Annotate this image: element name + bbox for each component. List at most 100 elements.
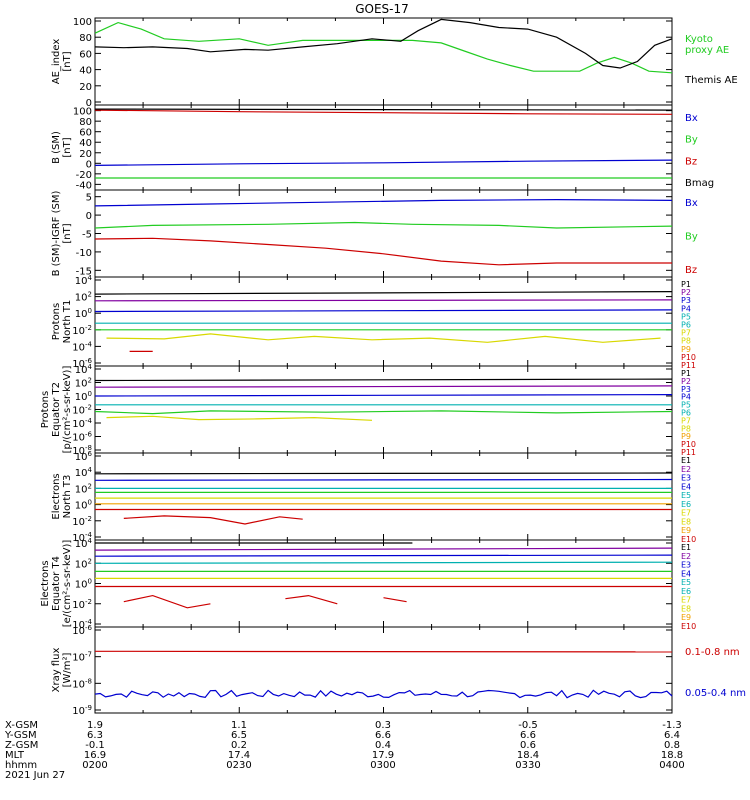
y-tick-label: 10-6 (72, 431, 92, 444)
y-axis-label: ProtonsNorth T1 (51, 300, 73, 344)
channel-label: P11 (681, 361, 696, 370)
x-row-value: 16.9 (84, 750, 106, 761)
y-tick-label: 10-7 (72, 651, 92, 664)
date-label: 2021 Jun 27 (5, 770, 65, 781)
channel-label: E9 (681, 613, 691, 622)
x-row-name: hhmm (5, 760, 37, 771)
y-axis-label-line: North T3 (62, 475, 73, 519)
x-row-value: 0200 (82, 760, 107, 771)
y-axis-label-line: [e/(cm²-s-sr-keV)] (62, 540, 73, 628)
y-tick-label: -10 (76, 248, 92, 259)
y-axis-label-line: B (SM)-IGRF (SM) (51, 191, 62, 277)
series-line-e3 (94, 478, 673, 481)
y-tick-label: 106 (75, 450, 93, 463)
x-row-value: 0.2 (231, 740, 247, 751)
y-axis-label-line: Equator T2 (51, 382, 62, 437)
x-row-value: 6.4 (664, 730, 680, 741)
y-tick-label: 100 (75, 578, 92, 591)
y-tick-label: 10-8 (72, 677, 92, 690)
y-axis-label-line: [nT] (62, 223, 73, 243)
channel-label: E1 (681, 456, 691, 465)
y-axis-label-line: [nT] (62, 137, 73, 157)
channel-label: P6 (681, 409, 691, 418)
y-axis-label-line: [p/(cm²-s-sr-keV)] (62, 366, 73, 454)
y-tick-label: 100 (75, 499, 92, 512)
y-tick-label: 10-2 (72, 598, 92, 611)
legend-label: Themis AE (684, 75, 738, 86)
x-row-value: 1.9 (87, 720, 103, 731)
y-axis-label-line: Electrons (51, 473, 62, 519)
x-row-value: 17.4 (228, 750, 250, 761)
channel-label: P1 (681, 369, 691, 378)
x-row-value: 0.3 (375, 720, 391, 731)
y-tick-label: -40 (76, 180, 92, 191)
y-axis-label: AE_index[nT] (51, 39, 73, 85)
y-axis-label-line: Equator T4 (51, 556, 62, 611)
panel-frame (94, 104, 673, 191)
x-row-value: 17.9 (372, 750, 394, 761)
y-tick-label: 104 (75, 363, 93, 376)
y-axis-label-line: Protons (51, 303, 62, 340)
channel-label: P2 (681, 377, 691, 386)
y-axis-label-line: AE_index (51, 39, 62, 85)
x-row-value: -0.1 (85, 740, 105, 751)
series-line-kyoto-proxy-ae (94, 21, 673, 74)
channel-label: E8 (681, 604, 691, 613)
channel-label: P10 (681, 440, 696, 449)
series-line-0-1-0-8-nm (94, 650, 673, 653)
channel-label: E4 (681, 482, 691, 491)
y-tick-label: 10-6 (72, 624, 92, 637)
channel-label: P3 (681, 385, 691, 394)
x-row-value: 18.4 (517, 750, 539, 761)
channel-label: P8 (681, 337, 691, 346)
y-axis-label-line: B (SM) (51, 131, 62, 164)
x-row-value: 1.1 (231, 720, 247, 731)
y-tick-label: 100 (75, 307, 92, 320)
y-tick-label: 102 (75, 482, 92, 495)
y-axis-label-line: Protons (40, 391, 51, 428)
panel-frame (94, 189, 673, 278)
series-line-e3 (94, 554, 673, 557)
series-line-by (94, 221, 673, 229)
y-tick-label: 5 (86, 193, 92, 204)
channel-label: P2 (681, 288, 691, 297)
y-tick-label: 20 (79, 82, 92, 93)
legend-label: Bz (685, 265, 697, 276)
legend-label: By (685, 135, 698, 146)
channel-label: P9 (681, 345, 691, 354)
series-line-bz (94, 109, 673, 115)
y-tick-label: 10-9 (72, 704, 92, 717)
x-row-name: Y-GSM (4, 730, 37, 741)
channel-label: E10 (681, 622, 696, 631)
y-tick-label: 104 (75, 274, 93, 287)
y-axis-label-line: Xray flux (51, 648, 62, 693)
channel-label: P11 (681, 448, 696, 457)
panel-frame (94, 452, 673, 541)
x-axis-table: X-GSM 1.9 1.1 0.3 -0.5 -1.3 Y-GSM 6.3 6.5 6.6 6.6 6… (4, 720, 685, 781)
panel-frame (94, 17, 673, 106)
series-line-e9b (285, 594, 338, 605)
y-axis-label: Xray flux[W/m²] (51, 648, 73, 693)
x-row-name: X-GSM (5, 720, 38, 731)
y-axis-label: B (SM)[nT] (51, 131, 73, 164)
y-tick-label: 80 (79, 117, 92, 128)
x-row-value: 0.4 (375, 740, 391, 751)
series-line-p1 (94, 378, 673, 382)
channel-label: E3 (681, 474, 691, 483)
y-tick-label: 60 (79, 128, 92, 139)
y-axis-label: ElectronsEquator T4[e/(cm²-s-sr-keV)] (40, 540, 73, 628)
channel-label: P6 (681, 321, 691, 330)
legend-label: By (685, 232, 698, 243)
legend-label: 0.1-0.8 nm (685, 647, 740, 658)
y-tick-label: 10-4 (72, 417, 92, 430)
y-tick-label: 102 (75, 291, 92, 304)
y-axis-label-line: North T1 (62, 300, 73, 344)
x-row-value: -1.3 (662, 720, 682, 731)
series-line-0-05-0-4-nm (94, 689, 673, 699)
panel-3: -15 -10 -5 0 5 B (SM)-IGRF (SM)[nT] Bx By Bz (51, 189, 698, 278)
x-row-value: 0.8 (664, 740, 680, 751)
